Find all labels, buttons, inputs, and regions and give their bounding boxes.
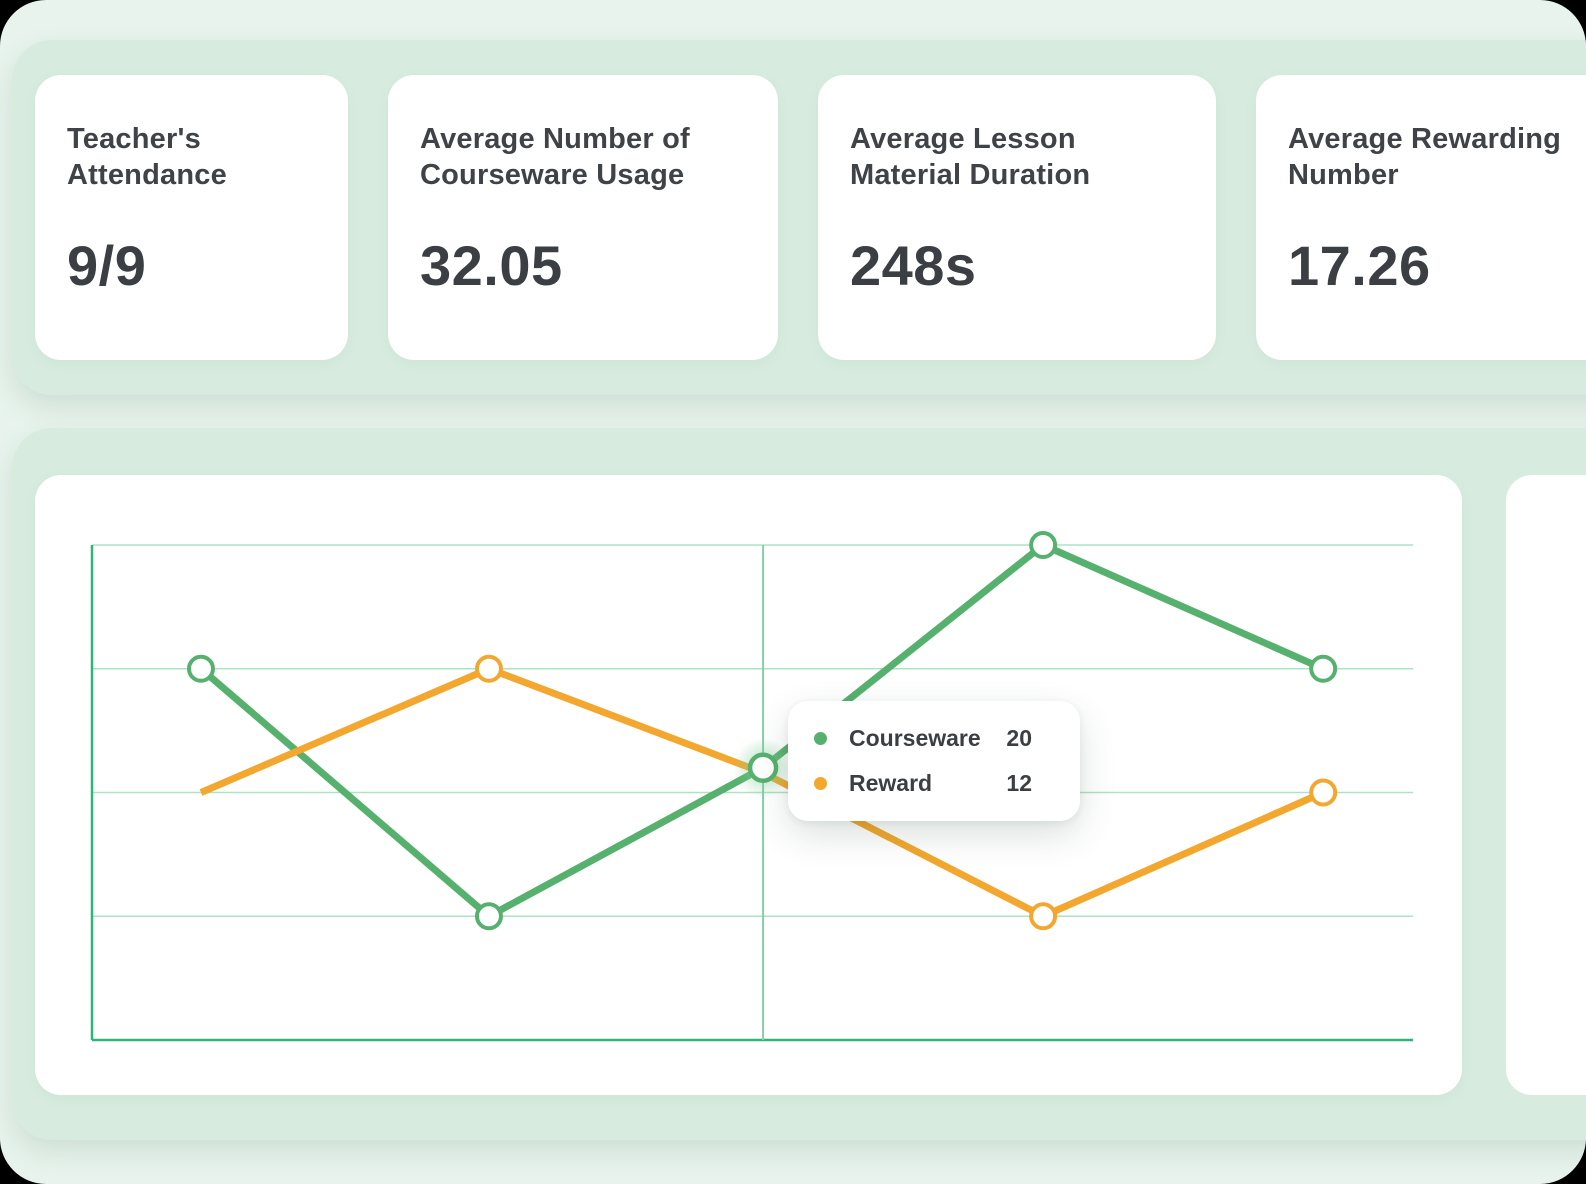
stat-card-teachers-attendance: Teacher's Attendance 9/9 (35, 75, 348, 360)
chart-tooltip: Courseware 20 Reward 12 (788, 701, 1080, 821)
tooltip-label: Reward (849, 770, 933, 796)
tooltip-value: 20 (1006, 725, 1032, 751)
tooltip-label: Courseware (849, 725, 981, 751)
tooltip-row-courseware: Courseware 20 (814, 725, 1032, 752)
stat-title: Average Rewarding Number (1288, 123, 1562, 191)
charts-panel: Courseware 20 Reward 12 (12, 428, 1586, 1140)
data-point-courseware[interactable] (1029, 531, 1058, 559)
usage-line-chart-card: Courseware 20 Reward 12 (35, 475, 1462, 1095)
stat-title: Average Lesson Material Duration (850, 123, 1091, 191)
data-point-courseware[interactable] (474, 902, 503, 931)
stat-title: Teacher's Attendance (67, 123, 227, 191)
data-point-courseware[interactable] (1309, 654, 1338, 683)
stat-value: 248s (850, 234, 977, 297)
tooltip-value: 12 (1006, 770, 1032, 796)
reward-dot-icon (814, 777, 827, 790)
next-chart-card-clipped (1506, 475, 1586, 1095)
line-chart[interactable] (35, 475, 1462, 1095)
data-point-reward[interactable] (1029, 902, 1058, 931)
stat-value: 32.05 (420, 234, 563, 297)
stat-value: 9/9 (67, 234, 147, 297)
data-point-courseware[interactable] (186, 654, 215, 683)
stats-panel: Teacher's Attendance 9/9 Average Number … (12, 40, 1586, 395)
stat-value: 17.26 (1288, 234, 1431, 297)
courseware-dot-icon (814, 732, 827, 745)
data-point-reward[interactable] (1309, 778, 1338, 807)
hovered-data-point[interactable] (747, 752, 779, 783)
tooltip-row-reward: Reward 12 (814, 770, 1032, 797)
stat-title: Average Number of Courseware Usage (420, 123, 690, 191)
stats-cards-row: Teacher's Attendance 9/9 Average Number … (35, 75, 1586, 360)
data-point-reward[interactable] (474, 654, 503, 683)
stat-card-avg-courseware-usage: Average Number of Courseware Usage 32.05 (388, 75, 778, 360)
stat-card-avg-lesson-material-duration: Average Lesson Material Duration 248s (818, 75, 1216, 360)
stat-card-avg-rewarding-number: Average Rewarding Number 17.26 (1256, 75, 1586, 360)
